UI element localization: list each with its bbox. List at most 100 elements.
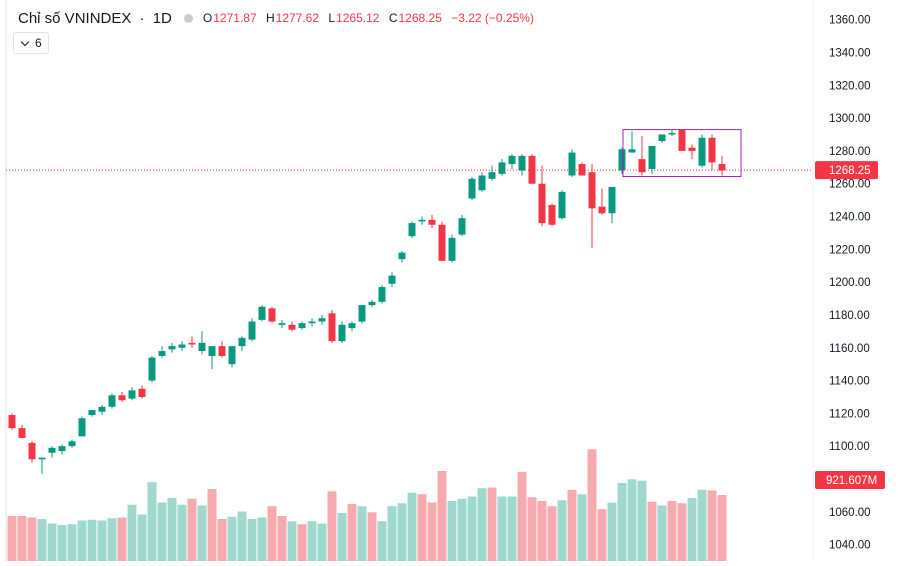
candle-body <box>408 223 416 237</box>
candle-body <box>418 219 426 222</box>
volume-bar <box>97 520 107 561</box>
volume-bar <box>237 511 247 561</box>
y-tick-label: 1160.00 <box>829 343 870 355</box>
volume-tag <box>815 471 885 489</box>
candle-body <box>568 152 576 176</box>
candle-body <box>278 323 286 325</box>
volume-bar <box>487 487 497 561</box>
candle-body <box>118 395 126 401</box>
volume-bar <box>697 489 707 561</box>
volume-bar <box>327 491 337 561</box>
candle-body <box>708 137 716 163</box>
y-tick-label: 1300.00 <box>829 113 871 125</box>
candle-body <box>638 159 646 173</box>
y-tick-label: 1340.00 <box>829 47 871 59</box>
volume-bar <box>357 506 367 561</box>
volume-bar <box>347 504 357 561</box>
volume-bar <box>447 501 457 561</box>
volume-bar <box>427 502 437 561</box>
volume-bar <box>707 490 717 561</box>
y-tick-label: 1320.00 <box>829 80 871 92</box>
volume-bar <box>187 498 197 561</box>
volume-bar <box>407 492 417 561</box>
low-value: 1265.12 <box>336 11 380 25</box>
candle-body <box>58 446 66 452</box>
volume-bar <box>377 521 387 561</box>
candle-body <box>268 308 276 322</box>
candle-body <box>158 351 166 356</box>
candle-body <box>658 134 666 142</box>
change-value: −3.22 (−0.25%) <box>451 11 534 25</box>
volume-bar <box>647 501 657 561</box>
title-separator: · <box>139 9 145 27</box>
candle-body <box>698 137 706 166</box>
volume-bar <box>587 449 597 561</box>
candle-body <box>508 155 516 165</box>
volume-bar <box>167 498 177 561</box>
indicators-toggle-button[interactable]: 6 <box>13 32 49 54</box>
volume-bar <box>217 519 227 561</box>
candle-body <box>358 305 366 322</box>
low-label: L <box>328 11 336 25</box>
chevron-down-icon <box>20 37 30 46</box>
indicator-count: 6 <box>35 36 42 50</box>
candle-body <box>258 306 266 320</box>
volume-bar <box>127 504 137 561</box>
volume-bar <box>627 479 637 561</box>
volume-bar <box>497 496 507 561</box>
volume-bar <box>567 489 577 561</box>
symbol-legend: Chỉ số VNINDEX · 1D O1271.87 H1277.62 L1… <box>18 8 540 28</box>
symbol-title[interactable]: Chỉ số VNINDEX · 1D <box>18 10 172 27</box>
candle-body <box>38 457 46 460</box>
candle-body <box>108 395 116 407</box>
y-tick-label: 1240.00 <box>829 212 871 224</box>
volume-bar <box>717 495 727 561</box>
volume-bar <box>277 516 287 561</box>
candle-body <box>228 346 236 365</box>
candle-body <box>438 224 446 261</box>
candle-body <box>68 441 76 447</box>
candle-body <box>598 206 606 214</box>
candle-body <box>538 183 546 224</box>
volume-bar <box>507 496 517 561</box>
candle-body <box>8 415 16 429</box>
candle-body <box>388 275 396 284</box>
candle-body <box>488 172 496 179</box>
candle-body <box>428 219 436 225</box>
y-tick-label: 1280.00 <box>829 146 871 158</box>
volume-bar <box>227 516 237 561</box>
volume-bar <box>637 480 647 561</box>
candle-body <box>78 418 86 437</box>
candle-body <box>218 346 226 356</box>
volume-bar <box>687 498 697 561</box>
volume-bar <box>547 506 557 561</box>
candle-body <box>478 175 486 191</box>
candle-body <box>298 323 306 329</box>
volume-bar <box>27 517 37 561</box>
candle-body <box>718 164 726 171</box>
interval-label: 1D <box>152 9 172 27</box>
candle-body <box>138 388 146 397</box>
volume-tag-label: 921.607M <box>826 475 877 487</box>
volume-bar <box>537 501 547 561</box>
volume-bar <box>337 513 347 561</box>
volume-bar <box>367 512 377 561</box>
volume-bar <box>667 501 677 561</box>
candle-body <box>588 172 596 209</box>
volume-bar <box>307 521 317 561</box>
candle-body <box>48 447 56 453</box>
candle-body <box>678 129 686 151</box>
volume-bar <box>147 482 157 561</box>
y-tick-label: 1180.00 <box>829 310 870 322</box>
open-value: 1271.87 <box>213 11 257 25</box>
candle-body <box>458 218 466 235</box>
volume-bar <box>527 497 537 561</box>
candle-body <box>88 410 96 416</box>
volume-bar <box>397 503 407 561</box>
candle-body <box>618 149 626 171</box>
candle-body <box>328 313 336 342</box>
candle-body <box>668 132 676 135</box>
